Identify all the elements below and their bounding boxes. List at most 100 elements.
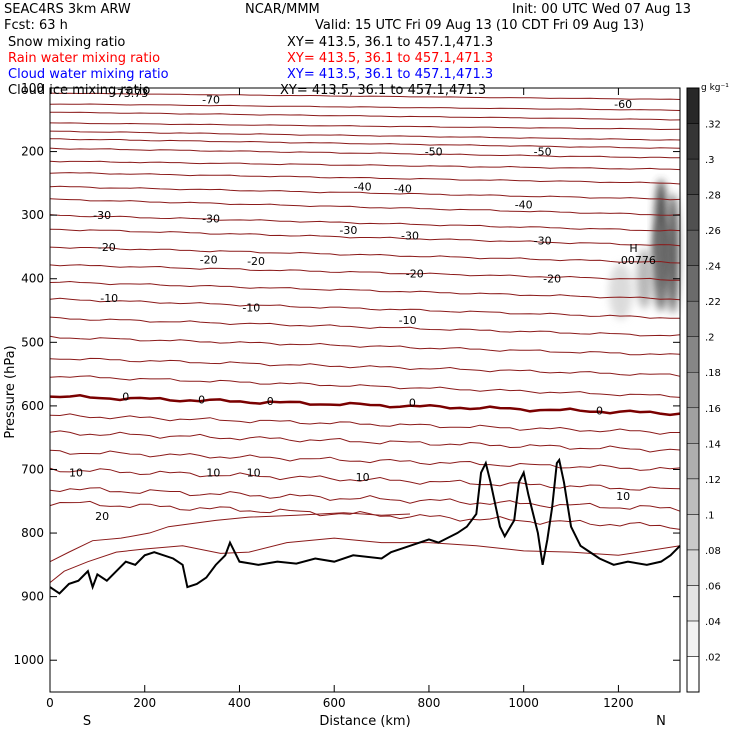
ice-shade-2 bbox=[652, 221, 671, 312]
temperature-contour-line bbox=[49, 280, 681, 301]
field-xy-cloud-water: XY= 413.5, 36.1 to 457.1,471.3 bbox=[287, 67, 493, 82]
contour-label: 10 bbox=[69, 467, 83, 480]
y-tick-label: 800 bbox=[21, 526, 44, 540]
colorbar-tick-label: .16 bbox=[705, 404, 721, 415]
temperature-contour-line bbox=[49, 228, 681, 247]
ice-shade-0 bbox=[608, 263, 633, 320]
plot-area bbox=[50, 88, 680, 692]
colorbar-tick-label: .08 bbox=[705, 546, 721, 557]
y-axis-title: Pressure (hPa) bbox=[3, 345, 18, 438]
y-tick-label: 900 bbox=[21, 590, 44, 604]
colorbar-tick-label: .04 bbox=[705, 617, 721, 628]
y-tick-label: 1000 bbox=[13, 653, 44, 667]
colorbar-tick-label: .18 bbox=[705, 368, 721, 379]
x-tick-label: 600 bbox=[323, 696, 346, 710]
colorbar-frame bbox=[686, 87, 700, 693]
y-tick-label: 500 bbox=[21, 335, 44, 349]
contour-label: -20 bbox=[247, 255, 265, 268]
contour-label: 0 bbox=[596, 404, 603, 417]
temperature-contours bbox=[49, 92, 681, 584]
south-end-label: S bbox=[83, 714, 91, 729]
temperature-contour-line bbox=[49, 316, 681, 337]
temperature-contour-line bbox=[49, 335, 681, 356]
colorbar-tick-label: .22 bbox=[705, 297, 721, 308]
y-tick-label: 300 bbox=[21, 208, 44, 222]
contour-label: 10 bbox=[247, 467, 261, 480]
colorbar-tick-label: .32 bbox=[705, 120, 721, 131]
contour-label: -20 bbox=[543, 273, 561, 286]
field-xy-cloud-ice: XY= 413.5, 36.1 to 457.1,471.3 bbox=[280, 83, 486, 98]
colorbar-bin bbox=[686, 300, 700, 337]
temperature-contour-line bbox=[49, 147, 680, 159]
contour-label: 0 bbox=[122, 390, 129, 403]
y-tick-label: 400 bbox=[21, 272, 44, 286]
y-tick-label: 200 bbox=[21, 145, 44, 159]
temperature-contour-line bbox=[49, 449, 681, 471]
colorbar-unit: g kg⁻¹ bbox=[701, 83, 729, 93]
contour-label: -40 bbox=[394, 182, 412, 195]
colorbar-bin bbox=[686, 123, 700, 160]
colorbar-bin bbox=[686, 194, 700, 231]
terrain-line bbox=[49, 457, 681, 595]
colorbar-tick-label: .12 bbox=[705, 475, 721, 486]
contour-label: -10 bbox=[100, 292, 118, 305]
temperature-contour-line bbox=[49, 198, 681, 216]
temperature-contour-line bbox=[49, 130, 681, 141]
north-end-label: N bbox=[656, 714, 666, 729]
contour-label: -20 bbox=[98, 241, 116, 254]
contour-label: -40 bbox=[354, 181, 372, 194]
field-name-rain: Rain water mixing ratio bbox=[8, 51, 160, 66]
field-name-cloud-water: Cloud water mixing ratio bbox=[8, 67, 169, 82]
temperature-contour-line bbox=[49, 246, 681, 264]
contour-label: -40 bbox=[515, 198, 533, 211]
y-tick-label: 100 bbox=[21, 81, 44, 95]
y-tick-label: 600 bbox=[21, 399, 44, 413]
colorbar-tick-label: .02 bbox=[705, 652, 721, 663]
x-tick-label: 200 bbox=[133, 696, 156, 710]
contour-label: -20 bbox=[406, 268, 424, 281]
contour-label: 0 bbox=[267, 395, 274, 408]
ice-max-value: .00776 bbox=[617, 254, 656, 267]
temperature-contour-line bbox=[49, 172, 681, 185]
colorbar-bin bbox=[686, 656, 700, 693]
contour-label: 10 bbox=[356, 471, 370, 484]
colorbar-tick-label: .14 bbox=[705, 439, 721, 450]
contour-label: 0 bbox=[409, 397, 416, 410]
contour-label: -30 bbox=[534, 235, 552, 248]
temperature-contour-line bbox=[49, 413, 680, 435]
temperature-contour-line bbox=[49, 264, 681, 281]
colorbar-bin bbox=[686, 620, 700, 657]
contour-label: -30 bbox=[339, 224, 357, 237]
colorbar-tick-label: .06 bbox=[705, 581, 721, 592]
colorbar-bin bbox=[686, 371, 700, 409]
contour-label: 20 bbox=[95, 510, 109, 523]
x-tick-label: 800 bbox=[417, 696, 440, 710]
colorbar-tick-label: .1 bbox=[705, 510, 715, 521]
temperature-contour-line bbox=[49, 297, 680, 319]
temperature-contour-line bbox=[49, 375, 681, 398]
temperature-contour-line bbox=[49, 185, 681, 201]
x-tick-label: 1000 bbox=[508, 696, 539, 710]
colorbar: .02 .04 .06 .08 .1 .12 .14 .16 .18 .2 .22 .24 .26 .28… bbox=[686, 83, 729, 693]
temperature-contour-line bbox=[49, 487, 681, 512]
valid-time: Valid: 15 UTC Fri 09 Aug 13 (10 CDT Fri … bbox=[315, 18, 644, 33]
temperature-contour-line bbox=[49, 122, 681, 131]
colorbar-bin bbox=[686, 336, 700, 373]
field-xy-rain: XY= 413.5, 36.1 to 457.1,471.3 bbox=[287, 51, 493, 66]
temperature-contour-line bbox=[50, 111, 681, 121]
colorbar-bin bbox=[686, 407, 700, 444]
temperature-contour-line bbox=[49, 512, 411, 563]
colorbar-bin bbox=[686, 265, 700, 302]
contour-label: -30 bbox=[401, 230, 419, 243]
contour-label: -30 bbox=[202, 212, 220, 225]
contour-label: -60 bbox=[614, 98, 632, 111]
colorbar-tick-label: .24 bbox=[705, 262, 721, 273]
axes: 0 200 400 600 800 1000 12001002003004005006007… bbox=[13, 81, 681, 710]
colorbar-tick-label: .3 bbox=[705, 155, 715, 166]
contour-label: -10 bbox=[399, 314, 417, 327]
temperature-contour-line bbox=[49, 467, 681, 491]
zero-degree-contour bbox=[49, 394, 681, 417]
contour-label: -50 bbox=[425, 146, 443, 159]
colorbar-bin bbox=[686, 158, 700, 195]
contour-label: -20 bbox=[200, 254, 218, 267]
